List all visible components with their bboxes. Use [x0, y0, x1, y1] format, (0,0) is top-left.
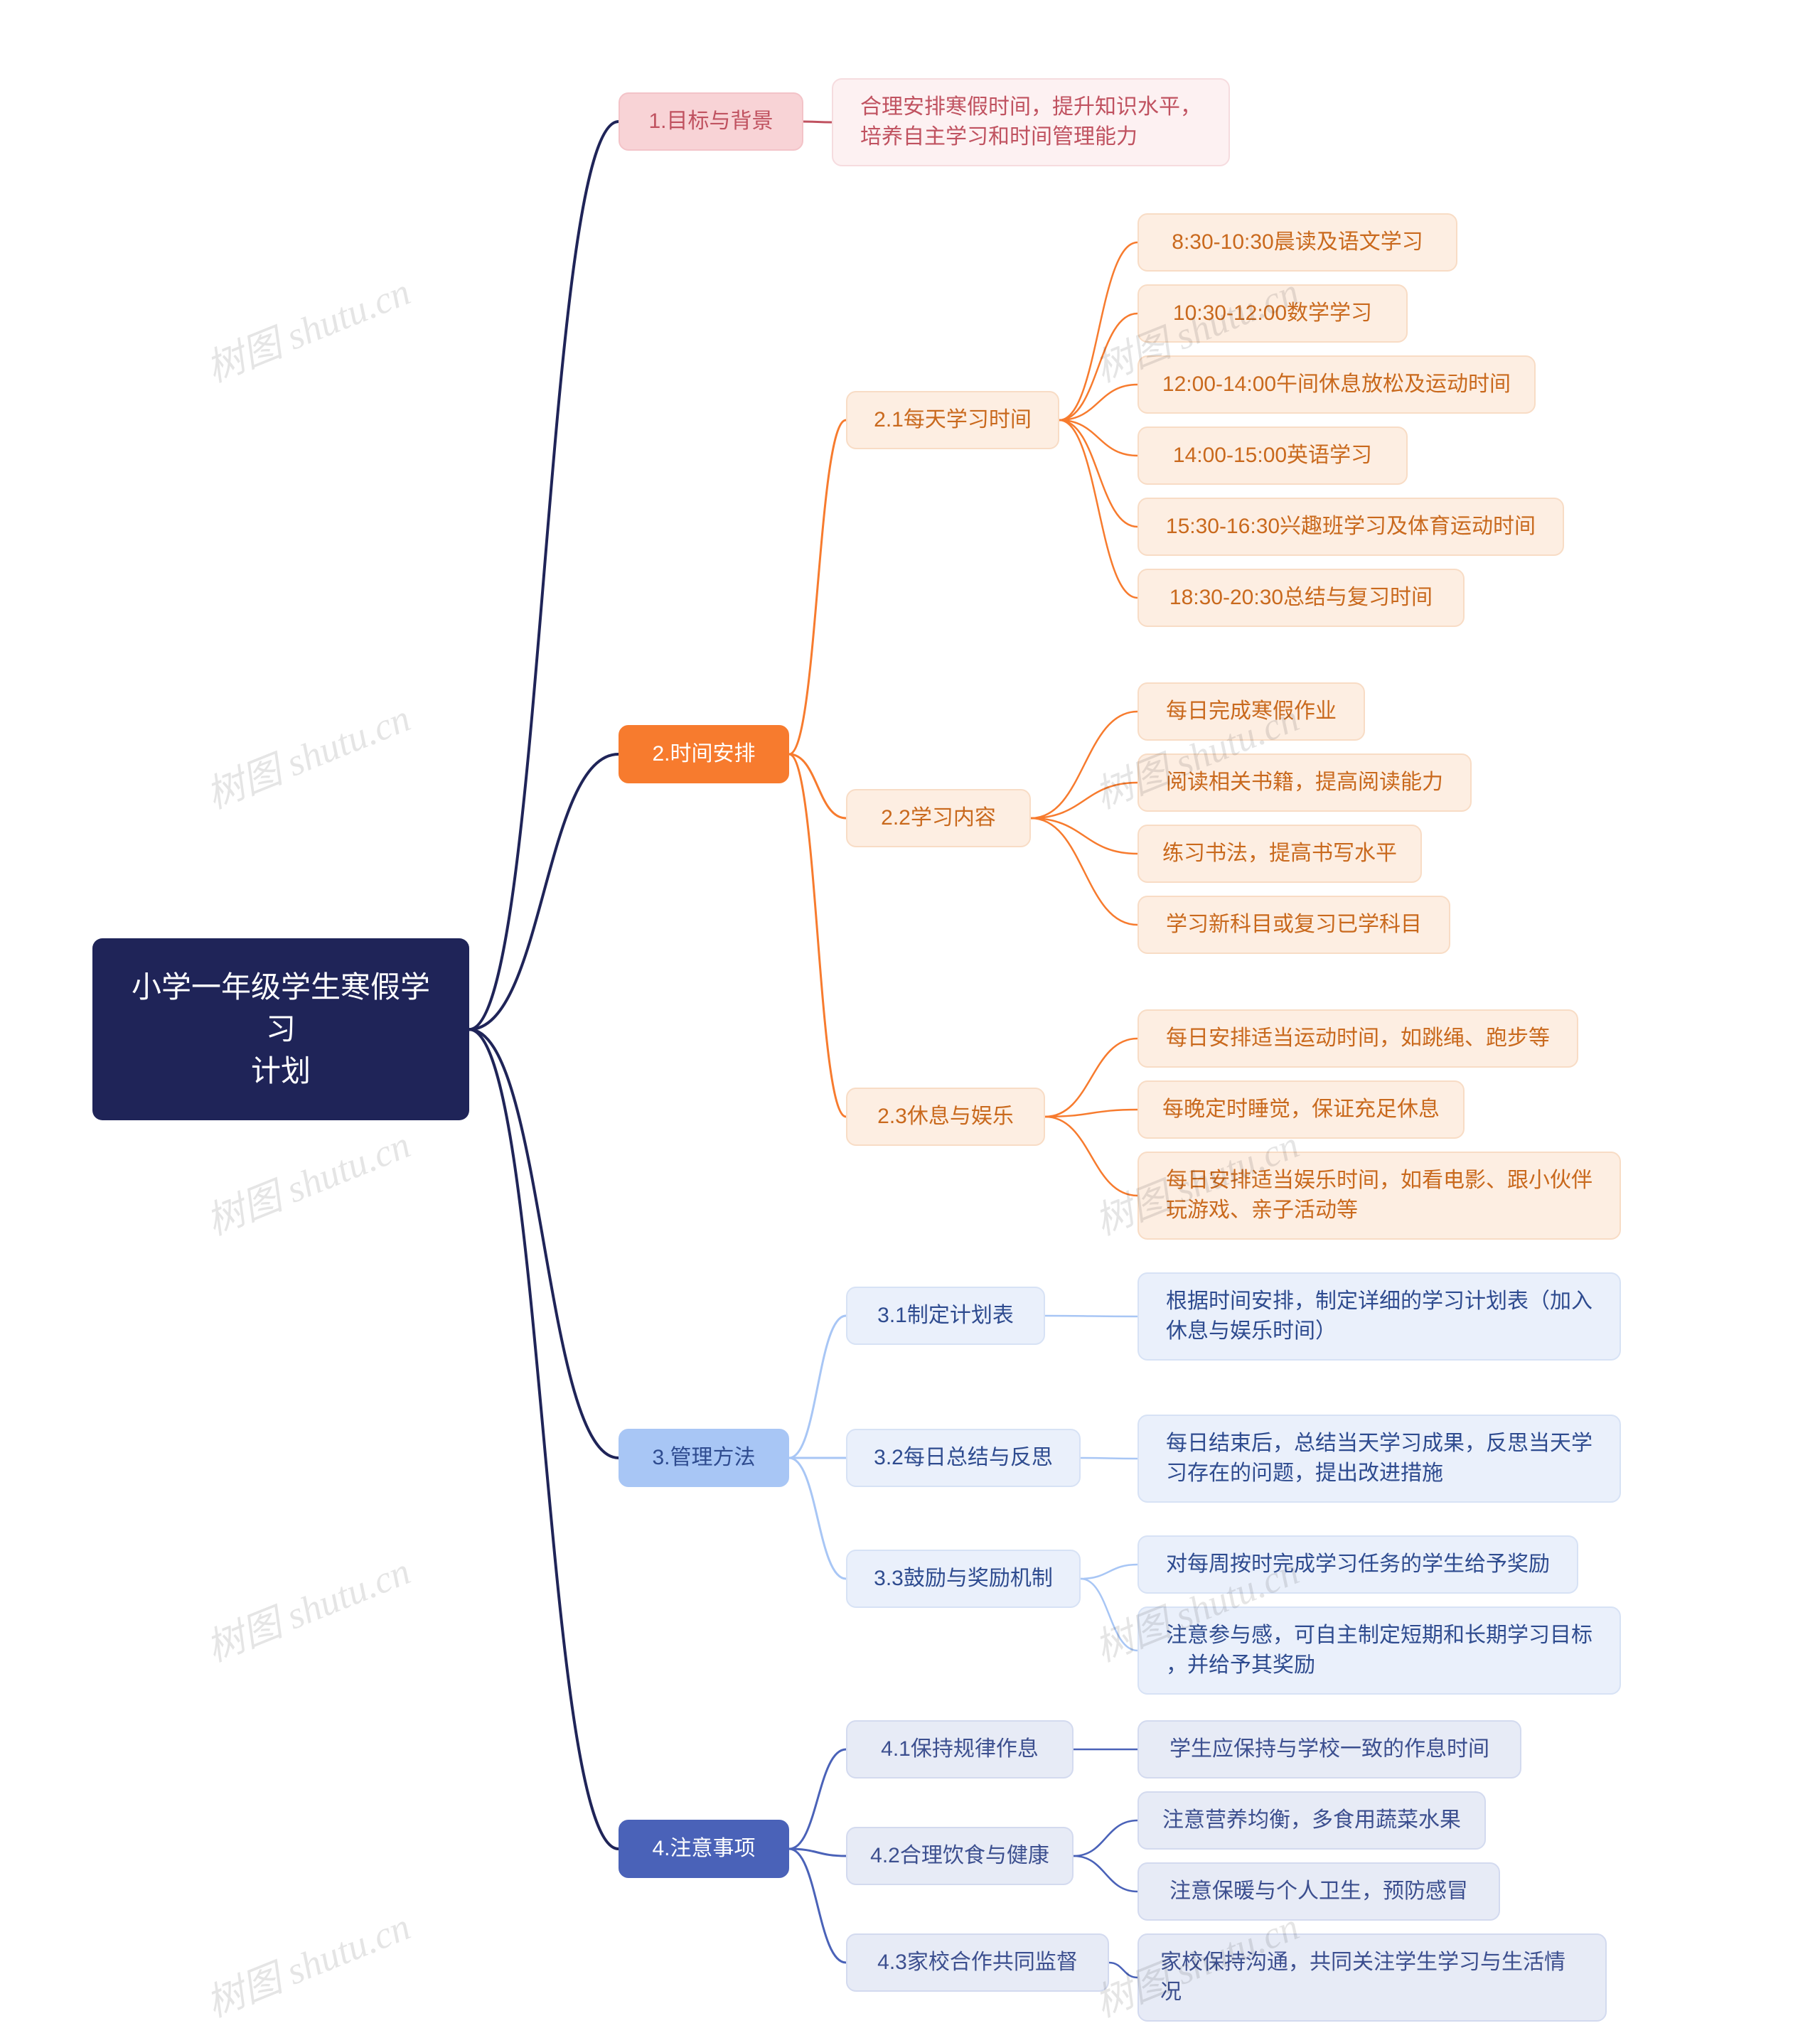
- branch-1: 1.目标与背景: [619, 92, 803, 151]
- b3c2-leaf-0: 每日结束后，总结当天学习成果，反思当天学 习存在的问题，提出改进措施: [1138, 1415, 1621, 1503]
- b2c2-leaf-2-label: 练习书法，提高书写水平: [1162, 839, 1397, 869]
- branch-1-child-1-label: 合理安排寒假时间，提升知识水平， 培养自主学习和时间管理能力: [860, 92, 1201, 152]
- b2c2-leaf-3-label: 学习新科目或复习已学科目: [1166, 910, 1422, 940]
- b2c1-leaf-4: 15:30-16:30兴趣班学习及体育运动时间: [1138, 498, 1564, 556]
- b3c3-leaf-1: 注意参与感，可自主制定短期和长期学习目标 ，并给予其奖励: [1138, 1606, 1621, 1695]
- branch-4-label: 4.注意事项: [652, 1834, 755, 1864]
- b4c2-leaf-1-label: 注意保暖与个人卫生，预防感冒: [1169, 1877, 1468, 1906]
- watermark: 树图 shutu.cn: [196, 1113, 417, 1246]
- branch-3: 3.管理方法: [619, 1429, 789, 1487]
- branch-4-child-1: 4.1保持规律作息: [846, 1720, 1074, 1778]
- b2c1-leaf-4-label: 15:30-16:30兴趣班学习及体育运动时间: [1166, 512, 1536, 542]
- b2c3-leaf-0: 每日安排适当运动时间，如跳绳、跑步等: [1138, 1009, 1578, 1068]
- branch-3-child-1-label: 3.1制定计划表: [877, 1301, 1014, 1331]
- branch-4: 4.注意事项: [619, 1820, 789, 1878]
- branch-2-child-1-label: 2.1每天学习时间: [874, 405, 1032, 435]
- branch-4-child-2: 4.2合理饮食与健康: [846, 1827, 1074, 1885]
- b4c1-leaf-0: 学生应保持与学校一致的作息时间: [1138, 1720, 1521, 1778]
- watermark: 树图 shutu.cn: [196, 1540, 417, 1673]
- branch-2: 2.时间安排: [619, 725, 789, 783]
- b2c1-leaf-0-label: 8:30-10:30晨读及语文学习: [1172, 227, 1423, 257]
- mindmap-canvas: 小学一年级学生寒假学习 计划 1.目标与背景 合理安排寒假时间，提升知识水平， …: [0, 0, 1820, 2008]
- branch-2-child-2: 2.2学习内容: [846, 789, 1031, 847]
- b4c2-leaf-0: 注意营养均衡，多食用蔬菜水果: [1138, 1791, 1486, 1850]
- b3c1-leaf-0: 根据时间安排，制定详细的学习计划表（加入 休息与娱乐时间）: [1138, 1272, 1621, 1361]
- b2c2-leaf-2: 练习书法，提高书写水平: [1138, 825, 1422, 883]
- b3c1-leaf-0-label: 根据时间安排，制定详细的学习计划表（加入 休息与娱乐时间）: [1166, 1287, 1592, 1346]
- b4c3-leaf-0-label: 家校保持沟通，共同关注学生学习与生活情况: [1160, 1948, 1584, 2007]
- b2c1-leaf-3-label: 14:00-15:00英语学习: [1173, 441, 1372, 471]
- branch-3-child-2: 3.2每日总结与反思: [846, 1429, 1081, 1487]
- watermark: 树图 shutu.cn: [196, 687, 417, 820]
- b3c3-leaf-0-label: 对每周按时完成学习任务的学生给予奖励: [1166, 1550, 1550, 1579]
- b4c1-leaf-0-label: 学生应保持与学校一致的作息时间: [1169, 1734, 1489, 1764]
- branch-3-child-3: 3.3鼓励与奖励机制: [846, 1550, 1081, 1608]
- b2c2-leaf-0-label: 每日完成寒假作业: [1166, 697, 1337, 726]
- branch-4-child-3: 4.3家校合作共同监督: [846, 1933, 1109, 1992]
- branch-4-child-1-label: 4.1保持规律作息: [881, 1734, 1039, 1764]
- b4c3-leaf-0: 家校保持沟通，共同关注学生学习与生活情况: [1138, 1933, 1607, 2022]
- root-label: 小学一年级学生寒假学习 计划: [121, 967, 441, 1092]
- b2c1-leaf-2-label: 12:00-14:00午间休息放松及运动时间: [1162, 370, 1511, 399]
- b2c3-leaf-0-label: 每日安排适当运动时间，如跳绳、跑步等: [1166, 1024, 1550, 1053]
- b2c3-leaf-1: 每晚定时睡觉，保证充足休息: [1138, 1080, 1465, 1139]
- b2c1-leaf-5-label: 18:30-20:30总结与复习时间: [1169, 583, 1433, 613]
- b4c2-leaf-0-label: 注意营养均衡，多食用蔬菜水果: [1162, 1806, 1461, 1835]
- b3c2-leaf-0-label: 每日结束后，总结当天学习成果，反思当天学 习存在的问题，提出改进措施: [1166, 1429, 1592, 1488]
- branch-2-child-3: 2.3休息与娱乐: [846, 1088, 1045, 1146]
- b3c3-leaf-0: 对每周按时完成学习任务的学生给予奖励: [1138, 1535, 1578, 1594]
- b2c1-leaf-0: 8:30-10:30晨读及语文学习: [1138, 213, 1457, 272]
- branch-2-child-1: 2.1每天学习时间: [846, 391, 1059, 449]
- b2c2-leaf-3: 学习新科目或复习已学科目: [1138, 896, 1450, 954]
- b4c2-leaf-1: 注意保暖与个人卫生，预防感冒: [1138, 1862, 1500, 1921]
- branch-1-label: 1.目标与背景: [648, 107, 773, 136]
- branch-3-child-3-label: 3.3鼓励与奖励机制: [874, 1564, 1053, 1594]
- branch-2-child-3-label: 2.3休息与娱乐: [877, 1102, 1014, 1132]
- b2c1-leaf-2: 12:00-14:00午间休息放松及运动时间: [1138, 355, 1536, 414]
- b3c3-leaf-1-label: 注意参与感，可自主制定短期和长期学习目标 ，并给予其奖励: [1166, 1621, 1592, 1680]
- b2c3-leaf-1-label: 每晚定时睡觉，保证充足休息: [1162, 1095, 1440, 1125]
- branch-3-child-2-label: 3.2每日总结与反思: [874, 1443, 1053, 1473]
- b2c3-leaf-2-label: 每日安排适当娱乐时间，如看电影、跟小伙伴 玩游戏、亲子活动等: [1166, 1166, 1592, 1225]
- branch-1-child-1: 合理安排寒假时间，提升知识水平， 培养自主学习和时间管理能力: [832, 78, 1230, 166]
- b2c2-leaf-0: 每日完成寒假作业: [1138, 682, 1365, 741]
- b2c1-leaf-1-label: 10:30-12:00数学学习: [1173, 299, 1372, 328]
- b2c2-leaf-1: 阅读相关书籍，提高阅读能力: [1138, 753, 1472, 812]
- b2c1-leaf-5: 18:30-20:30总结与复习时间: [1138, 569, 1465, 627]
- watermark: 树图 shutu.cn: [196, 260, 417, 393]
- branch-3-label: 3.管理方法: [652, 1443, 755, 1473]
- branch-3-child-1: 3.1制定计划表: [846, 1287, 1045, 1345]
- branch-2-child-2-label: 2.2学习内容: [881, 803, 996, 833]
- b2c2-leaf-1-label: 阅读相关书籍，提高阅读能力: [1166, 768, 1443, 798]
- branch-4-child-2-label: 4.2合理饮食与健康: [870, 1841, 1049, 1871]
- b2c3-leaf-2: 每日安排适当娱乐时间，如看电影、跟小伙伴 玩游戏、亲子活动等: [1138, 1152, 1621, 1240]
- branch-4-child-3-label: 4.3家校合作共同监督: [877, 1948, 1078, 1978]
- branch-2-label: 2.时间安排: [652, 739, 755, 769]
- root-node: 小学一年级学生寒假学习 计划: [92, 938, 469, 1120]
- b2c1-leaf-3: 14:00-15:00英语学习: [1138, 426, 1408, 485]
- b2c1-leaf-1: 10:30-12:00数学学习: [1138, 284, 1408, 343]
